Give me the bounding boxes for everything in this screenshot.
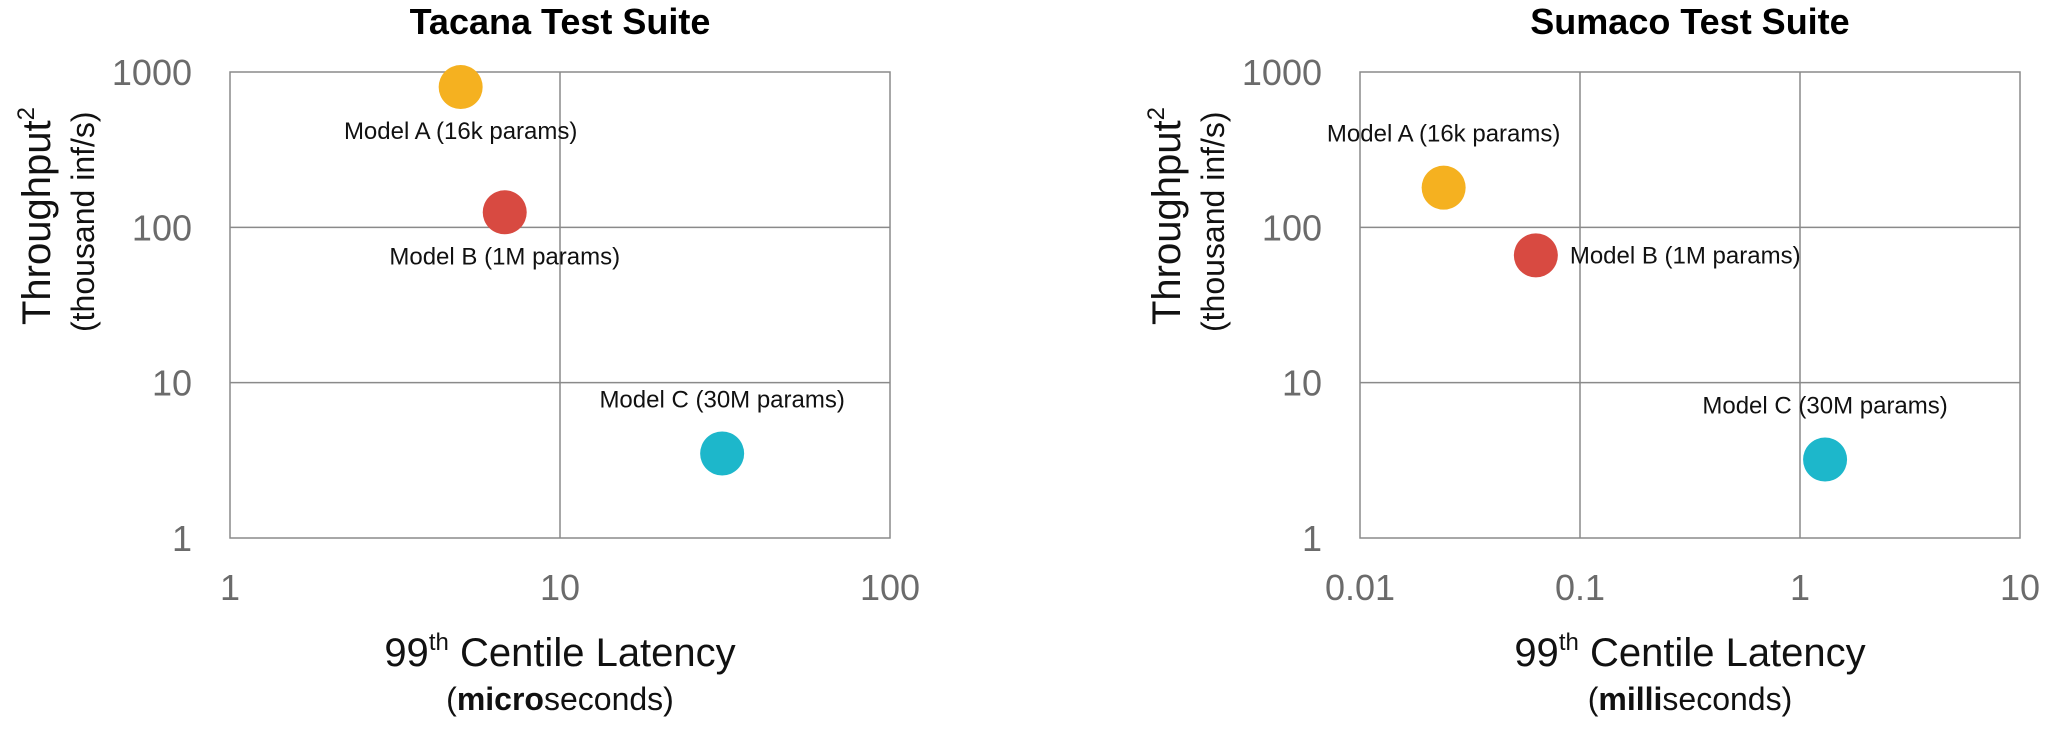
svg-text:Throughput2: Throughput2: [13, 107, 59, 325]
y-tick-label: 1: [172, 518, 192, 559]
x-axis-title: 99th Centile Latency: [384, 629, 735, 675]
x-tick-label: 1: [1790, 567, 1810, 608]
data-point: [438, 65, 483, 110]
x-axis-unit-rest: seconds): [544, 681, 674, 717]
x-tick-label: 100: [860, 567, 920, 608]
y-axis-unit: (thousand inf/s): [1195, 111, 1231, 332]
x-tick-label: 0.1: [1555, 567, 1605, 608]
y-tick-label: 10: [152, 363, 192, 404]
x-axis-unit-open: (: [1588, 681, 1599, 717]
x-axis-title-main: Centile Latency: [449, 631, 736, 675]
y-tick-label: 1000: [1242, 52, 1322, 93]
x-tick-label: 10: [540, 567, 580, 608]
data-point-label: Model A (16k params): [344, 118, 577, 145]
x-axis-unit-open: (: [446, 681, 457, 717]
y-axis-title: Throughput: [1145, 120, 1189, 325]
y-tick-label: 100: [1262, 207, 1322, 248]
data-point: [482, 190, 527, 235]
x-axis-unit-prefix: micro: [457, 681, 544, 717]
y-axis-unit: (thousand inf/s): [65, 111, 101, 332]
y-axis-unit-text: (thousand inf/s): [65, 111, 101, 332]
y-axis-label: Throughput2: [1143, 107, 1189, 325]
x-axis-unit-prefix: milli: [1598, 681, 1662, 717]
chart-sumaco: Sumaco Test Suite 0.01 0.1 1 10 1 10 100 1000 Mo…: [1143, 1, 2040, 717]
data-point-label: Model B (1M params): [1570, 242, 1801, 269]
y-axis-title-superscript: 2: [1143, 107, 1170, 120]
x-tick-label: 0.01: [1325, 567, 1395, 608]
x-axis-unit: (microseconds): [446, 681, 674, 717]
x-axis-title-main: Centile Latency: [1579, 631, 1866, 675]
chart-title: Sumaco Test Suite: [1530, 1, 1849, 42]
x-axis-title-prefix: 99: [1514, 631, 1559, 675]
svg-text:Throughput2: Throughput2: [1143, 107, 1189, 325]
plot-area: 0.01 0.1 1 10 1 10 100 1000 Model A (16k params)…: [1242, 52, 2040, 608]
y-tick-label: 1000: [112, 52, 192, 93]
x-axis-title-superscript: th: [1559, 629, 1579, 656]
y-tick-label: 10: [1282, 363, 1322, 404]
y-axis-title: Throughput: [15, 120, 59, 325]
y-tick-label: 100: [132, 207, 192, 248]
data-point: [1513, 233, 1558, 278]
y-axis-title-superscript: 2: [13, 107, 40, 120]
data-point: [700, 431, 745, 476]
data-point-label: Model B (1M params): [389, 243, 620, 270]
x-axis-title: 99th Centile Latency: [1514, 629, 1865, 675]
x-tick-label: 10: [2000, 567, 2040, 608]
x-axis-unit: (milliseconds): [1588, 681, 1793, 717]
y-tick-label: 1: [1302, 518, 1322, 559]
y-axis-unit-text: (thousand inf/s): [1195, 111, 1231, 332]
data-point-label: Model A (16k params): [1327, 121, 1560, 148]
y-axis-label: Throughput2: [13, 107, 59, 325]
chart-title: Tacana Test Suite: [410, 1, 711, 42]
plot-frame: [1359, 71, 2021, 539]
chart-tacana: Tacana Test Suite 1 10 100 1 10 100 1000 Model …: [13, 1, 920, 717]
x-axis-unit-rest: seconds): [1662, 681, 1792, 717]
data-point: [1421, 165, 1466, 210]
data-point-label: Model C (30M params): [1702, 393, 1947, 420]
plot-area: 1 10 100 1 10 100 1000 Model A (16k params) Mode…: [112, 52, 920, 608]
x-axis-title-superscript: th: [429, 629, 449, 656]
data-point-label: Model C (30M params): [599, 386, 844, 413]
x-axis-title-prefix: 99: [384, 631, 429, 675]
data-point: [1803, 437, 1848, 482]
x-tick-label: 1: [220, 567, 240, 608]
